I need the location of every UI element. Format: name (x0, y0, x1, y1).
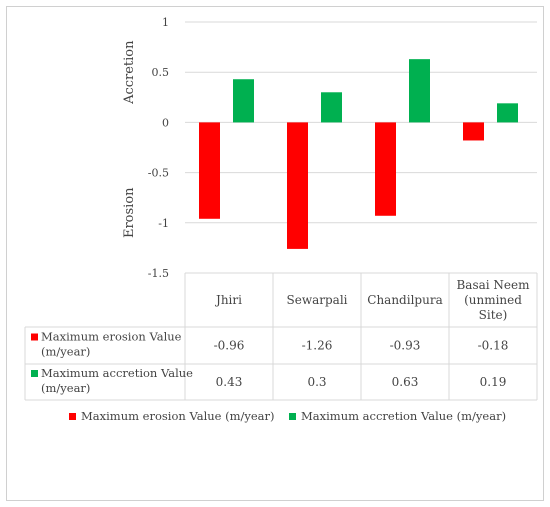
data-label: -0.96 (214, 339, 245, 353)
bar-accretion (233, 79, 254, 123)
bar-erosion (199, 122, 220, 219)
bar-accretion (321, 92, 342, 123)
category-label: Basai Neem (456, 278, 530, 292)
category-label: Site) (479, 308, 508, 322)
series-name: (m/year) (41, 345, 90, 359)
bar-erosion (463, 122, 484, 141)
bar-erosion (287, 122, 308, 249)
data-label: -0.18 (478, 339, 509, 353)
bar-accretion (497, 103, 518, 123)
bar-erosion (375, 122, 396, 216)
y-tick-label: 0 (162, 116, 169, 129)
data-label: -1.26 (302, 339, 333, 353)
table-legend-key (31, 370, 38, 377)
series-name: Maximum accretion Value (41, 366, 193, 380)
legend-key-accretion (289, 413, 296, 420)
y-axis-label-erosion: Erosion (122, 187, 137, 238)
category-label: Sewarpali (287, 293, 348, 307)
data-label: -0.93 (390, 339, 421, 353)
y-axis-label-accretion: Accretion (122, 40, 137, 105)
y-tick-label: -1 (158, 217, 169, 230)
bar-chart: 1 0.5 0 -0.5 -1 -1.5 Accretion Erosion Jhiri Sewa… (24, 16, 538, 423)
series-name: (m/year) (41, 381, 90, 395)
bar-accretion (409, 59, 430, 123)
category-label: Jhiri (214, 293, 242, 307)
y-tick-label: 1 (162, 16, 169, 29)
legend-label-accretion: Maximum accretion Value (m/year) (301, 409, 506, 423)
data-label: 0.63 (392, 375, 419, 389)
data-label: 0.43 (216, 375, 243, 389)
data-label: 0.3 (307, 375, 326, 389)
category-label: Chandilpura (367, 293, 442, 307)
y-tick-label: 0.5 (152, 66, 170, 79)
legend-label-erosion: Maximum erosion Value (m/year) (81, 409, 275, 423)
category-label: (unmined (464, 293, 522, 307)
y-tick-label: -0.5 (148, 167, 169, 180)
data-label: 0.19 (480, 375, 507, 389)
chart-frame: 1 0.5 0 -0.5 -1 -1.5 Accretion Erosion Jhiri Sewa… (6, 6, 544, 501)
legend-key-erosion (69, 413, 76, 420)
y-tick-label: -1.5 (148, 267, 169, 280)
series-name: Maximum erosion Value (41, 330, 182, 344)
table-legend-key (31, 333, 38, 341)
